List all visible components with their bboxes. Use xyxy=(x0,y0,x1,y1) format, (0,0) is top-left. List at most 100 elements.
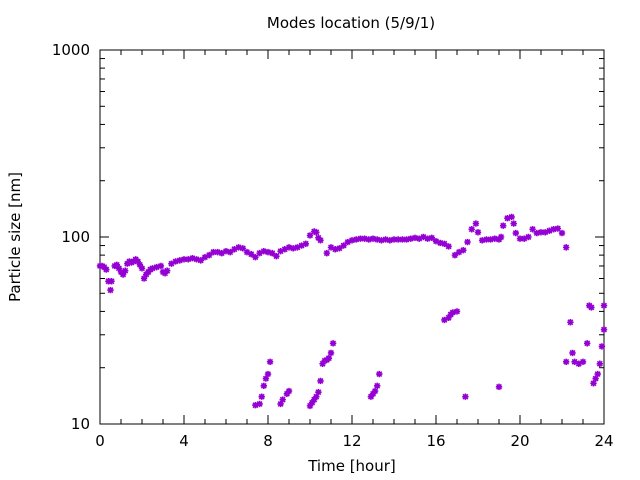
chart-title: Modes location (5/9/1) xyxy=(267,14,435,32)
data-point xyxy=(206,251,213,259)
data-point xyxy=(460,246,467,254)
data-point xyxy=(214,248,221,256)
x-tick-label: 24 xyxy=(594,432,613,450)
x-axis-label: Time [hour] xyxy=(307,457,396,475)
data-point xyxy=(537,229,545,236)
data-point xyxy=(317,237,324,244)
data-point xyxy=(367,393,375,400)
data-point xyxy=(579,358,587,366)
data-point xyxy=(455,248,463,256)
data-point xyxy=(357,235,364,242)
data-point xyxy=(403,236,410,243)
data-point xyxy=(451,251,459,259)
data-point xyxy=(138,265,146,272)
data-point xyxy=(134,258,141,265)
data-point xyxy=(256,249,263,257)
x-tick-label: 20 xyxy=(510,432,529,450)
data-point xyxy=(472,220,480,227)
data-point xyxy=(235,244,242,251)
data-point xyxy=(445,243,452,250)
data-point xyxy=(140,275,148,282)
data-point xyxy=(266,358,274,366)
data-point xyxy=(554,225,561,232)
data-point xyxy=(239,245,246,252)
data-point xyxy=(441,240,448,247)
data-point xyxy=(453,308,461,315)
data-point xyxy=(521,235,528,242)
data-point xyxy=(399,236,406,243)
data-point xyxy=(264,370,272,378)
data-point xyxy=(248,250,255,258)
data-point xyxy=(558,229,566,237)
data-point xyxy=(483,236,490,243)
data-point xyxy=(290,245,297,252)
data-point xyxy=(374,236,381,243)
data-point xyxy=(374,382,381,390)
data-point xyxy=(260,382,267,390)
data-point xyxy=(390,236,398,243)
data-point xyxy=(197,257,204,264)
data-point xyxy=(327,349,335,357)
data-point xyxy=(329,340,337,347)
data-point xyxy=(571,358,578,366)
data-point xyxy=(445,314,452,321)
data-point xyxy=(327,244,335,251)
data-point xyxy=(260,247,267,255)
data-point xyxy=(596,360,603,367)
data-point xyxy=(348,237,356,244)
data-point xyxy=(487,236,494,243)
x-tick-label: 0 xyxy=(95,432,105,450)
data-point xyxy=(172,258,179,265)
data-point xyxy=(107,286,114,294)
y-tick-label: 10 xyxy=(71,415,90,433)
data-point xyxy=(407,235,414,242)
data-point xyxy=(525,233,532,241)
data-point xyxy=(231,246,238,253)
data-point xyxy=(510,220,517,227)
data-point xyxy=(569,349,576,357)
data-point xyxy=(336,245,343,252)
data-point xyxy=(269,249,276,257)
data-point xyxy=(495,383,503,391)
data-point xyxy=(584,340,591,347)
data-point xyxy=(386,237,393,244)
data-point xyxy=(395,236,402,243)
data-point xyxy=(365,236,372,243)
data-point xyxy=(302,240,309,247)
data-point xyxy=(279,396,286,403)
data-point xyxy=(594,370,601,378)
y-axis-ticks: 10 100 1000 xyxy=(52,41,604,433)
data-point xyxy=(227,248,234,256)
data-point xyxy=(136,261,144,269)
data-point xyxy=(277,400,284,408)
data-point xyxy=(600,302,608,309)
x-tick-label: 8 xyxy=(263,432,273,450)
data-point xyxy=(311,396,318,403)
data-point xyxy=(504,215,511,222)
data-point xyxy=(122,267,129,274)
data-point xyxy=(353,236,360,243)
data-point xyxy=(252,402,259,409)
data-point xyxy=(264,248,272,256)
data-point xyxy=(563,244,570,251)
data-point xyxy=(590,380,597,387)
data-point xyxy=(600,326,608,333)
data-point xyxy=(491,235,498,242)
data-point xyxy=(157,262,165,270)
data-point xyxy=(542,229,549,236)
data-point xyxy=(598,343,606,350)
data-point xyxy=(592,375,599,382)
data-point xyxy=(180,256,188,263)
data-point xyxy=(332,246,339,253)
data-point xyxy=(319,360,326,367)
data-point xyxy=(222,247,230,255)
data-point xyxy=(185,256,192,263)
data-point xyxy=(378,237,385,244)
data-point xyxy=(344,238,351,246)
data-point xyxy=(103,266,110,273)
data-point xyxy=(115,265,123,272)
data-point xyxy=(298,242,305,249)
data-point xyxy=(308,399,316,406)
data-point xyxy=(315,388,322,396)
data-point xyxy=(546,227,553,234)
